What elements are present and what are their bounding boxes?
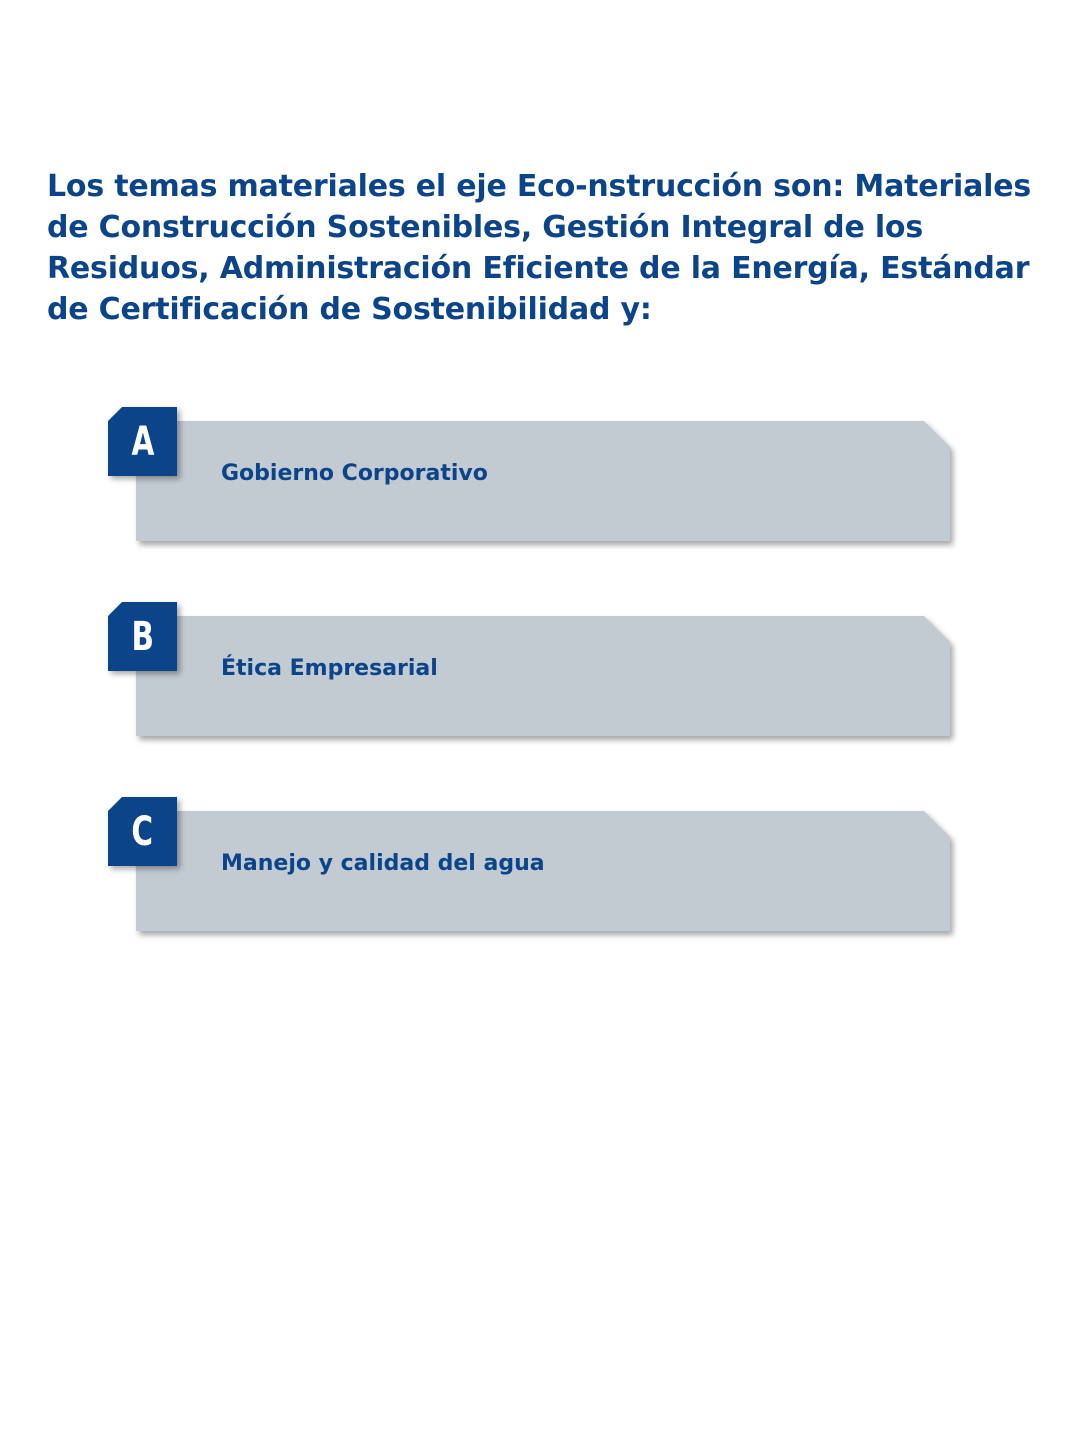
option-a[interactable]: A Gobierno Corporativo [108, 407, 968, 547]
option-panel [136, 616, 950, 736]
option-label: Ética Empresarial [221, 656, 438, 681]
option-label: Gobierno Corporativo [221, 461, 488, 486]
option-letter: B [131, 613, 154, 660]
option-b[interactable]: B Ética Empresarial [108, 602, 968, 742]
option-panel [136, 811, 950, 931]
question-text: Los temas materiales el eje Eco-nstrucci… [47, 169, 1032, 327]
option-letter: A [131, 418, 154, 465]
option-panel [136, 421, 950, 541]
option-label: Manejo y calidad del agua [221, 851, 545, 876]
option-badge: C [108, 797, 177, 866]
option-letter: C [131, 808, 154, 855]
option-badge: B [108, 602, 177, 671]
option-c[interactable]: C Manejo y calidad del agua [108, 797, 968, 937]
option-badge: A [108, 407, 177, 476]
